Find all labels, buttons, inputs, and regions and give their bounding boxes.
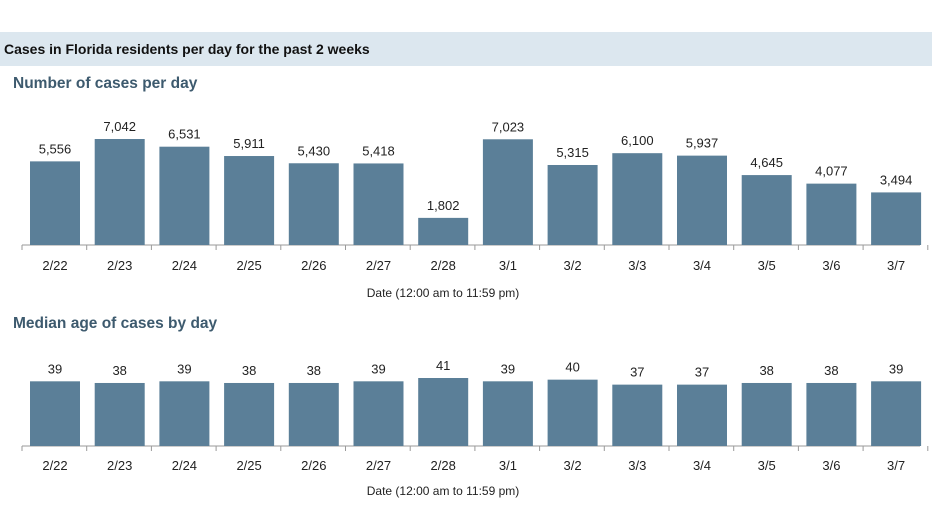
tick-label-cases-2/23: 2/23	[107, 258, 132, 273]
tick-label-age-2/23: 2/23	[107, 458, 132, 473]
bar-age-2/25	[224, 382, 275, 446]
data-label-cases-3/3: 6,100	[621, 133, 654, 148]
data-label-cases-2/27: 5,418	[362, 143, 395, 158]
tick-label-age-2/27: 2/27	[366, 458, 391, 473]
tick-label-cases-2/25: 2/25	[236, 258, 261, 273]
tick-label-cases-3/5: 3/5	[758, 258, 776, 273]
data-label-age-2/25: 38	[242, 363, 256, 378]
tick-label-cases-3/7: 3/7	[887, 258, 905, 273]
bar-age-2/24	[159, 381, 210, 446]
bar-age-2/26	[288, 382, 339, 446]
bar-age-2/22	[30, 381, 80, 446]
tick-label-age-3/3: 3/3	[628, 458, 646, 473]
tick-label-cases-3/3: 3/3	[628, 258, 646, 273]
data-label-age-3/5: 38	[759, 363, 773, 378]
tick-label-cases-3/4: 3/4	[693, 258, 711, 273]
tick-label-age-2/25: 2/25	[236, 458, 261, 473]
data-label-cases-3/4: 5,937	[686, 136, 719, 151]
data-label-age-3/7: 39	[889, 361, 903, 376]
bar-cases-2/23	[94, 139, 145, 245]
tick-label-cases-2/28: 2/28	[431, 258, 456, 273]
data-label-cases-2/28: 1,802	[427, 198, 460, 213]
bar-age-3/2	[547, 379, 598, 446]
data-label-age-2/24: 39	[177, 361, 191, 376]
data-label-age-2/22: 39	[48, 361, 62, 376]
bar-cases-3/5	[741, 175, 792, 245]
tick-label-cases-2/26: 2/26	[301, 258, 326, 273]
data-label-cases-2/24: 6,531	[168, 127, 201, 142]
bar-age-3/5	[741, 382, 792, 446]
tick-label-age-3/7: 3/7	[887, 458, 905, 473]
bar-cases-2/22	[30, 161, 80, 245]
tick-label-age-3/4: 3/4	[693, 458, 711, 473]
tick-label-age-2/24: 2/24	[172, 458, 197, 473]
tick-label-cases-2/27: 2/27	[366, 258, 391, 273]
page-title: Cases in Florida residents per day for t…	[4, 41, 370, 57]
tick-label-age-3/2: 3/2	[564, 458, 582, 473]
bar-age-3/7	[871, 381, 922, 446]
tick-label-age-3/6: 3/6	[822, 458, 840, 473]
tick-label-age-2/28: 2/28	[431, 458, 456, 473]
bar-cases-3/2	[547, 164, 598, 245]
data-label-cases-3/7: 3,494	[880, 172, 913, 187]
data-label-age-3/3: 37	[630, 365, 644, 380]
chart-title-median-age: Median age of cases by day	[13, 315, 218, 332]
data-label-cases-3/2: 5,315	[556, 145, 589, 160]
bar-cases-2/27	[353, 163, 404, 245]
data-label-cases-2/22: 5,556	[39, 141, 72, 156]
x-axis-label-age: Date (12:00 am to 11:59 pm)	[367, 484, 520, 498]
x-axis-label-cases: Date (12:00 am to 11:59 pm)	[367, 286, 520, 300]
tick-label-cases-2/22: 2/22	[42, 258, 67, 273]
tick-label-cases-3/6: 3/6	[822, 258, 840, 273]
bar-age-3/1	[482, 381, 533, 446]
tick-label-age-3/5: 3/5	[758, 458, 776, 473]
bar-cases-2/25	[224, 156, 275, 245]
data-label-age-3/1: 39	[501, 361, 515, 376]
data-label-age-3/4: 37	[695, 365, 709, 380]
bar-cases-2/28	[418, 217, 469, 245]
tick-label-cases-2/24: 2/24	[172, 258, 197, 273]
bar-cases-3/7	[871, 192, 922, 245]
tick-label-age-2/22: 2/22	[42, 458, 67, 473]
bar-age-3/4	[677, 384, 727, 446]
bar-cases-2/26	[288, 163, 339, 245]
tick-label-age-3/1: 3/1	[499, 458, 517, 473]
bar-age-2/27	[353, 381, 404, 446]
tick-label-age-2/26: 2/26	[301, 458, 326, 473]
data-label-age-2/23: 38	[112, 363, 126, 378]
chart-title-cases: Number of cases per day	[13, 75, 198, 92]
data-label-cases-2/23: 7,042	[103, 119, 136, 134]
header-band	[0, 32, 932, 66]
data-label-cases-3/6: 4,077	[815, 164, 848, 179]
bar-age-3/6	[806, 382, 857, 446]
bar-cases-2/24	[159, 146, 210, 245]
data-label-age-2/27: 39	[371, 361, 385, 376]
bar-cases-3/1	[482, 139, 533, 245]
data-label-age-3/2: 40	[565, 360, 579, 375]
bar-cases-3/3	[612, 153, 663, 245]
tick-label-cases-3/2: 3/2	[564, 258, 582, 273]
data-label-age-2/28: 41	[436, 358, 450, 373]
data-label-cases-3/1: 7,023	[492, 119, 525, 134]
data-label-age-2/26: 38	[307, 363, 321, 378]
bar-age-2/23	[94, 382, 145, 446]
data-label-cases-2/26: 5,430	[298, 143, 331, 158]
bar-age-3/3	[612, 384, 663, 446]
tick-label-cases-3/1: 3/1	[499, 258, 517, 273]
bar-age-2/28	[418, 378, 469, 446]
data-label-cases-2/25: 5,911	[233, 136, 265, 151]
data-label-age-3/6: 38	[824, 363, 838, 378]
bar-cases-3/4	[677, 155, 727, 245]
bar-cases-3/6	[806, 183, 857, 245]
data-label-cases-3/5: 4,645	[750, 155, 783, 170]
